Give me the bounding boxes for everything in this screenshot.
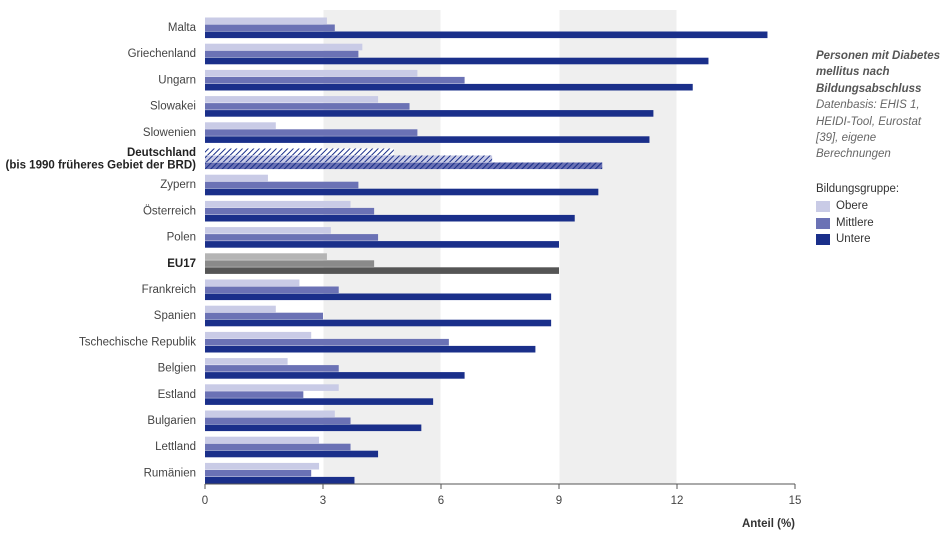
legend-swatch-untere (816, 234, 830, 245)
bar-obere (205, 436, 320, 444)
legend-item-obere: Obere (816, 198, 944, 215)
category-label: Slowenien (143, 127, 196, 139)
bar-mittlere (205, 155, 493, 163)
bar-obere (205, 253, 327, 260)
x-tick-label: 9 (556, 495, 562, 507)
legend-item-untere: Untere (816, 231, 944, 248)
category-label: Estland (158, 389, 196, 401)
bar-obere (205, 43, 363, 51)
bar-untere (205, 214, 575, 222)
bar-untere (205, 241, 559, 248)
x-tick-label: 6 (438, 495, 444, 507)
bar-obere (205, 17, 327, 25)
category-label: Österreich (143, 205, 196, 217)
legend-swatch-obere (816, 201, 830, 212)
bar-untere (205, 57, 709, 65)
category-label: Zypern (160, 179, 196, 191)
bar-untere (205, 31, 768, 39)
bar-obere (205, 331, 312, 339)
bar-mittlere (205, 234, 379, 241)
bar-obere (205, 227, 331, 234)
x-tick-label: 3 (320, 495, 326, 507)
bar-untere (205, 293, 552, 301)
bar-mittlere (205, 443, 351, 451)
x-tick-label: 15 (789, 495, 802, 507)
bar-mittlere (205, 103, 410, 110)
bar-untere (205, 345, 536, 353)
bar-untere (205, 162, 603, 170)
category-label: Rumänien (144, 467, 196, 479)
bar-untere (205, 136, 650, 143)
legend-swatch-mittlere (816, 217, 830, 229)
bar-untere (205, 188, 599, 196)
bar-mittlere (205, 129, 418, 136)
bar-mittlere (205, 312, 323, 320)
category-label: Malta (168, 22, 197, 34)
bar-untere (205, 319, 552, 327)
bar-obere (205, 358, 288, 365)
bar-obere (205, 279, 300, 287)
category-label: Belgien (158, 363, 196, 375)
bar-untere (205, 267, 559, 274)
chart-note-source: Datenbasis: EHIS 1, HEIDI-Tool, Eurostat… (816, 99, 922, 161)
chart-note-title: Personen mit Diabetes mellitus nach Bild… (816, 50, 940, 95)
bar-mittlere (205, 391, 304, 398)
category-label: Slowakei (150, 101, 196, 113)
x-axis: 0 3 6 9 12 15 Anteil (%) (202, 483, 802, 530)
background-band (559, 10, 677, 484)
legend-item-mittlere: Mittlere (816, 215, 944, 232)
bar-untere (205, 450, 379, 458)
category-label: Frankreich (142, 284, 196, 296)
bar-obere (205, 148, 394, 156)
bar-mittlere (205, 365, 339, 372)
bar-mittlere (205, 24, 335, 32)
bar-untere (205, 424, 422, 432)
legend: Bildungsgruppe: Obere Mittlere Untere (816, 181, 944, 248)
category-label: EU17 (167, 258, 196, 270)
bar-untere (205, 476, 355, 484)
bars (205, 17, 768, 484)
bar-untere (205, 83, 693, 91)
bar-obere (205, 410, 335, 418)
bar-obere (205, 200, 351, 208)
legend-label-untere: Untere (836, 233, 871, 246)
bar-mittlere (205, 338, 449, 346)
category-label: Lettland (155, 441, 196, 453)
bar-untere (205, 372, 465, 379)
bar-obere (205, 96, 379, 103)
category-label: Spanien (154, 310, 196, 322)
category-label: Deutschland (127, 147, 196, 159)
bar-mittlere (205, 469, 312, 477)
side-panel: Personen mit Diabetes mellitus nach Bild… (816, 48, 944, 248)
bar-obere (205, 462, 320, 470)
legend-label-obere: Obere (836, 200, 868, 213)
category-label: Bulgarien (147, 415, 196, 427)
category-label: (bis 1990 früheres Gebiet der BRD) (6, 160, 197, 172)
bar-untere (205, 110, 654, 117)
bar-mittlere (205, 286, 339, 294)
bar-mittlere (205, 417, 351, 425)
x-axis-label: Anteil (%) (742, 518, 795, 530)
bar-mittlere (205, 207, 375, 215)
bar-obere (205, 174, 268, 182)
bar-obere (205, 69, 418, 77)
x-tick-label: 12 (671, 495, 684, 507)
legend-label-mittlere: Mittlere (836, 216, 874, 229)
category-labels: Malta Griechenland Ungarn Slowakei Slowenien… (6, 22, 197, 479)
bar-mittlere (205, 50, 359, 58)
category-label: Tschechische Republik (79, 336, 196, 348)
category-label: Ungarn (158, 74, 196, 86)
bar-mittlere (205, 260, 375, 267)
category-label: Polen (167, 232, 196, 244)
bar-obere (205, 384, 339, 391)
bar-untere (205, 398, 434, 405)
bar-obere (205, 305, 276, 313)
bar-mittlere (205, 76, 465, 84)
category-label: Griechenland (128, 48, 196, 60)
bar-mittlere (205, 181, 359, 189)
x-tick-label: 0 (202, 495, 208, 507)
legend-title: Bildungsgruppe: (816, 182, 900, 195)
bar-obere (205, 122, 276, 129)
